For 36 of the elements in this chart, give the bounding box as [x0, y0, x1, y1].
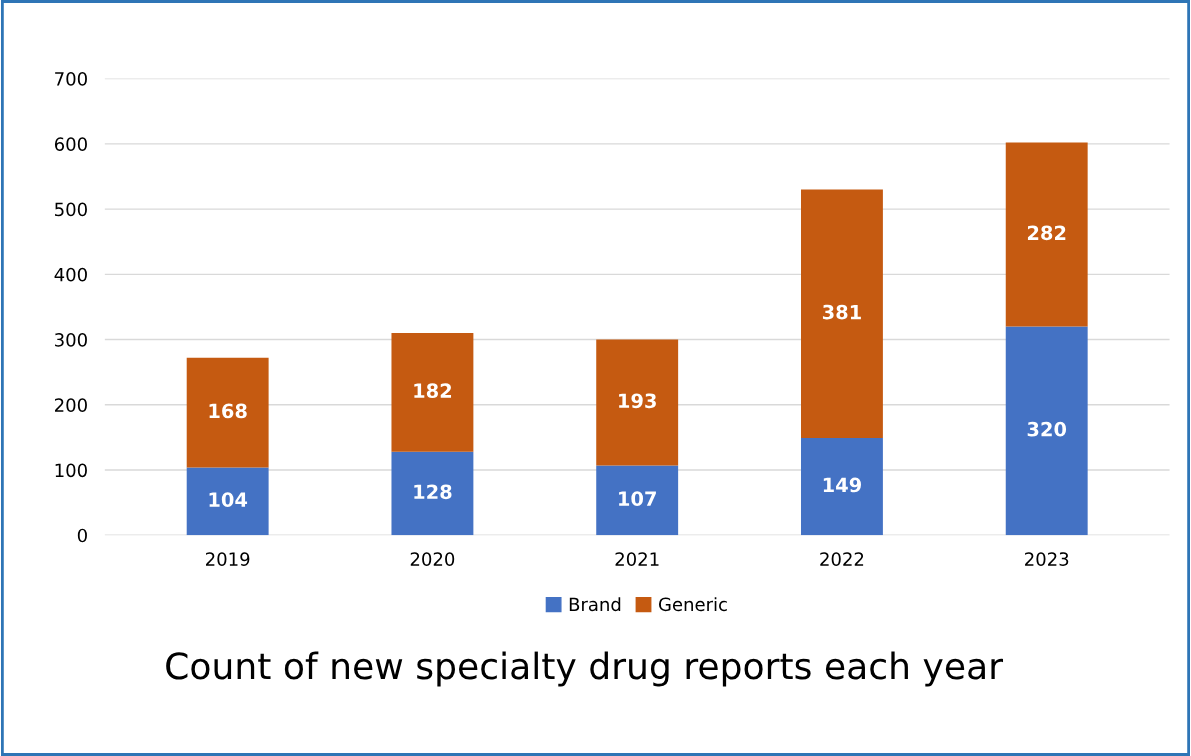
data-label: 381: [822, 304, 861, 320]
y-tick-label: 100: [55, 463, 87, 478]
x-tick-label: 2022: [820, 552, 864, 566]
bar: [186, 357, 269, 468]
data-label: 282: [1027, 225, 1066, 241]
data-label: 168: [209, 403, 247, 419]
bar: [391, 333, 474, 452]
bar: [391, 451, 474, 536]
bar: [800, 189, 883, 439]
y-tick-label: 0: [77, 528, 87, 543]
bar: [1005, 326, 1088, 536]
bar: [596, 339, 679, 466]
bar: [186, 467, 269, 536]
data-label: 193: [619, 393, 656, 409]
legend-label: Brand: [569, 597, 621, 612]
text: Count of new specialty drug reports each year: [166, 651, 1004, 687]
bar: [596, 465, 679, 536]
data-label: 182: [414, 383, 452, 399]
y-tick-label: 300: [55, 333, 87, 347]
y-tick-label: 400: [54, 267, 87, 282]
bar: [1005, 142, 1088, 327]
data-label: 104: [209, 492, 248, 507]
y-tick-label: 500: [55, 202, 87, 217]
legend-label: Generic: [658, 597, 727, 612]
y-tick-label: 600: [54, 137, 87, 151]
data-label: 128: [414, 484, 452, 500]
x-tick-label: 2019: [206, 552, 250, 566]
data-label: 320: [1027, 421, 1067, 437]
x-tick-label: 2020: [410, 552, 455, 566]
data-label: 107: [619, 491, 656, 506]
x-tick-label: 2023: [1025, 552, 1069, 566]
data-label: 149: [823, 477, 861, 493]
y-tick-label: 700: [55, 72, 87, 86]
bar: [800, 438, 883, 536]
y-tick-label: 200: [55, 398, 87, 412]
x-tick-label: 2021: [615, 552, 659, 566]
